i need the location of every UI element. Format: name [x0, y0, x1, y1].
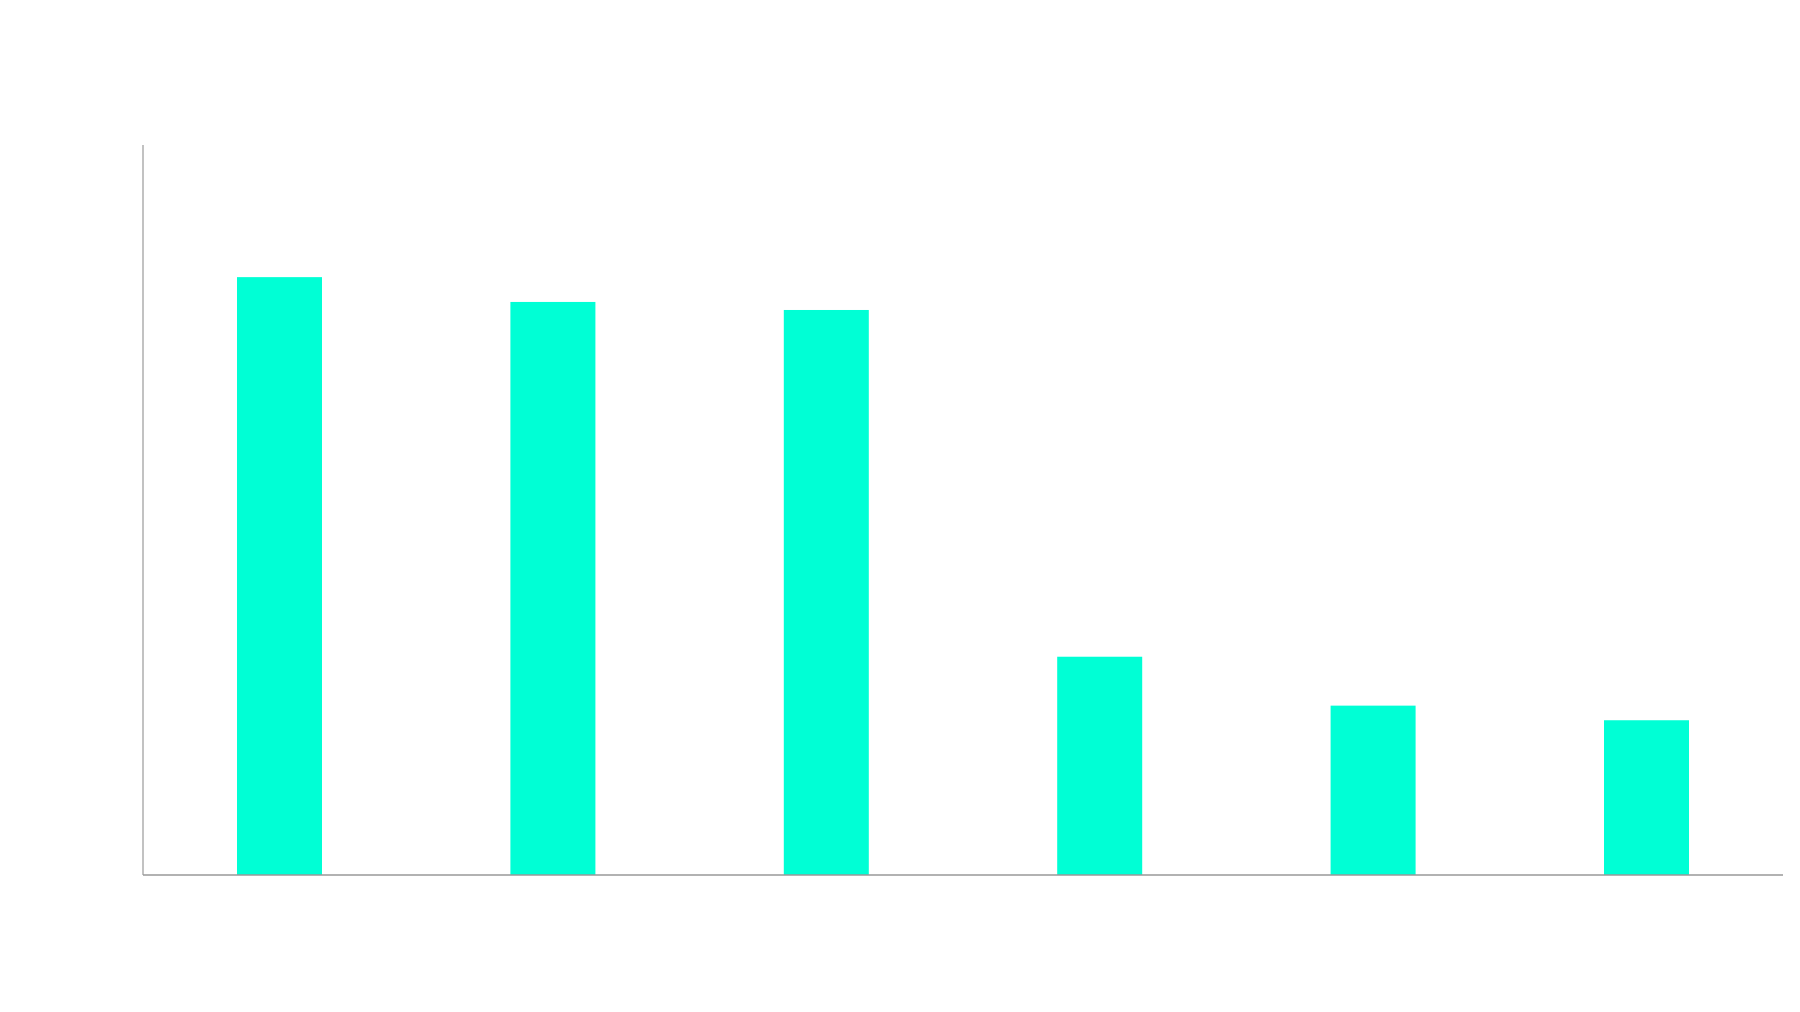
- bar-2: [510, 301, 596, 875]
- bar-1: [237, 277, 322, 875]
- bar-6: [1604, 720, 1689, 875]
- bar-4: [1057, 656, 1143, 875]
- bars-group: [237, 277, 1689, 876]
- bar-3: [783, 309, 869, 876]
- bar-5: [1330, 705, 1416, 875]
